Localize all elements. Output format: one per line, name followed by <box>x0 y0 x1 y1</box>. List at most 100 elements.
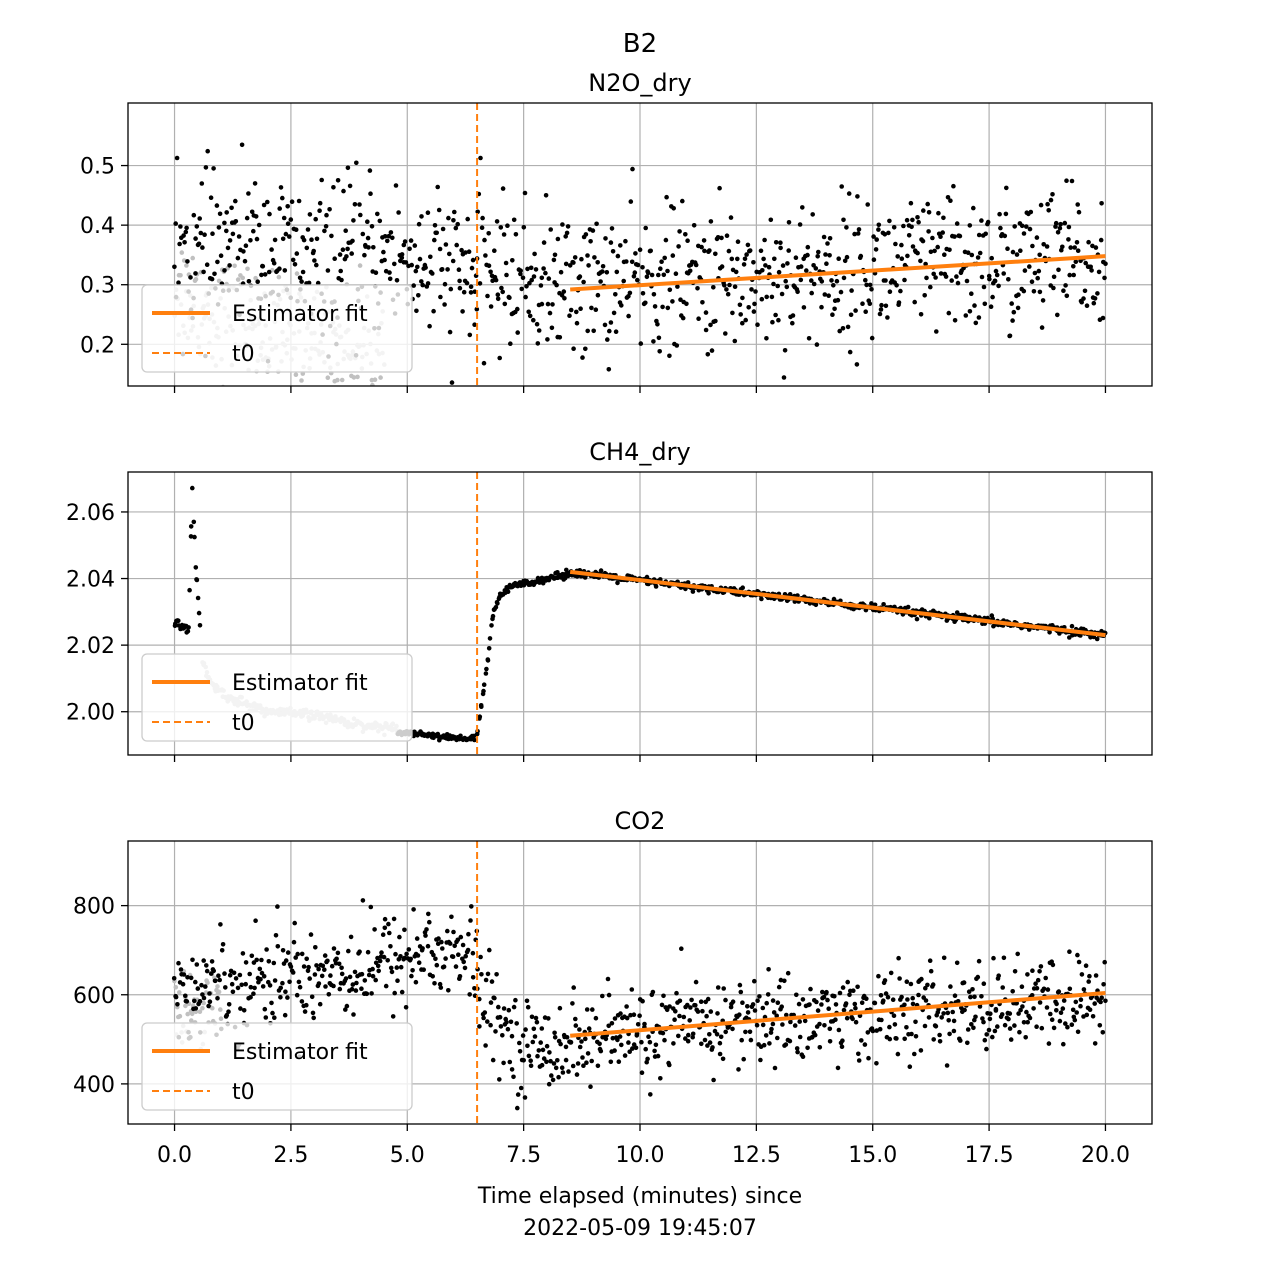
data-point <box>391 916 397 922</box>
data-point <box>248 238 253 243</box>
data-point <box>379 950 384 955</box>
data-point <box>906 233 912 238</box>
data-point <box>910 1001 916 1007</box>
data-point <box>408 238 414 243</box>
data-point <box>203 165 209 170</box>
data-point <box>806 336 812 341</box>
data-point <box>190 957 195 963</box>
data-point <box>506 1007 512 1013</box>
data-point <box>802 1018 808 1024</box>
data-point <box>312 258 317 263</box>
data-point <box>554 282 559 288</box>
data-point <box>589 1058 594 1064</box>
data-point <box>667 1062 672 1068</box>
data-point <box>864 996 869 1001</box>
data-point <box>940 230 945 235</box>
data-point <box>483 1043 488 1048</box>
data-point <box>747 1029 753 1035</box>
data-point <box>863 309 868 315</box>
data-point <box>461 289 467 295</box>
y-tick-label: 0.4 <box>80 214 115 239</box>
data-point <box>322 967 327 972</box>
data-point <box>708 322 713 328</box>
data-point <box>1101 982 1106 987</box>
legend-t0-label: t0 <box>232 711 255 736</box>
data-point <box>901 1012 906 1017</box>
data-point <box>1061 998 1067 1003</box>
data-point <box>609 1021 615 1026</box>
data-point <box>754 1022 760 1028</box>
data-point <box>280 948 286 953</box>
data-point <box>1087 1007 1093 1012</box>
data-point <box>921 208 926 213</box>
data-point <box>314 963 319 968</box>
data-point <box>876 973 881 979</box>
data-point <box>531 1026 537 1032</box>
data-point <box>790 320 795 326</box>
data-point <box>375 955 380 961</box>
data-point <box>253 275 258 281</box>
data-point <box>748 1037 754 1043</box>
data-point <box>285 995 290 1000</box>
data-point <box>588 1084 593 1089</box>
data-point <box>462 965 468 971</box>
data-point <box>205 980 210 986</box>
data-point <box>614 269 620 275</box>
data-point <box>1020 1004 1025 1009</box>
data-point <box>825 241 830 246</box>
data-point <box>487 947 492 953</box>
data-point <box>372 927 377 932</box>
data-point <box>1087 973 1092 979</box>
data-point <box>707 1040 713 1045</box>
data-point <box>521 225 527 230</box>
data-point <box>513 232 519 237</box>
data-point <box>607 328 612 334</box>
data-point <box>273 933 279 938</box>
data-point <box>637 1013 642 1018</box>
data-point <box>248 984 254 990</box>
data-point <box>677 998 683 1004</box>
data-point <box>1033 981 1038 986</box>
data-point <box>309 994 315 1000</box>
data-point <box>193 1006 199 1011</box>
data-point <box>805 1045 810 1051</box>
data-point <box>1065 1024 1070 1030</box>
y-tick-label: 0.2 <box>80 333 115 358</box>
data-point <box>501 232 507 237</box>
data-point <box>203 984 208 989</box>
data-point <box>470 257 476 263</box>
data-point <box>315 387 320 392</box>
data-point <box>1044 1005 1050 1010</box>
data-point <box>486 231 492 236</box>
data-point <box>1031 289 1037 294</box>
data-point <box>612 1048 617 1053</box>
data-point <box>524 998 530 1004</box>
data-point <box>529 277 534 283</box>
data-point <box>683 586 688 592</box>
data-point <box>1036 268 1042 274</box>
data-point <box>306 964 311 970</box>
data-point <box>912 1051 917 1057</box>
data-point <box>833 1017 838 1022</box>
data-point <box>589 305 594 311</box>
data-point <box>508 341 513 347</box>
data-point <box>353 988 359 993</box>
data-point <box>727 282 732 288</box>
data-point <box>965 1040 970 1046</box>
data-point <box>246 191 251 196</box>
data-point <box>909 1031 914 1037</box>
data-point <box>369 991 374 996</box>
data-point <box>243 960 249 965</box>
data-point <box>469 265 475 271</box>
data-point <box>1071 264 1076 269</box>
data-point <box>736 1067 741 1072</box>
data-point <box>293 227 299 232</box>
data-point <box>192 534 197 540</box>
data-point <box>317 200 323 206</box>
data-point <box>515 330 520 335</box>
data-point <box>211 166 216 171</box>
data-point <box>986 1027 992 1033</box>
data-point <box>631 274 637 279</box>
data-point <box>783 1042 789 1047</box>
